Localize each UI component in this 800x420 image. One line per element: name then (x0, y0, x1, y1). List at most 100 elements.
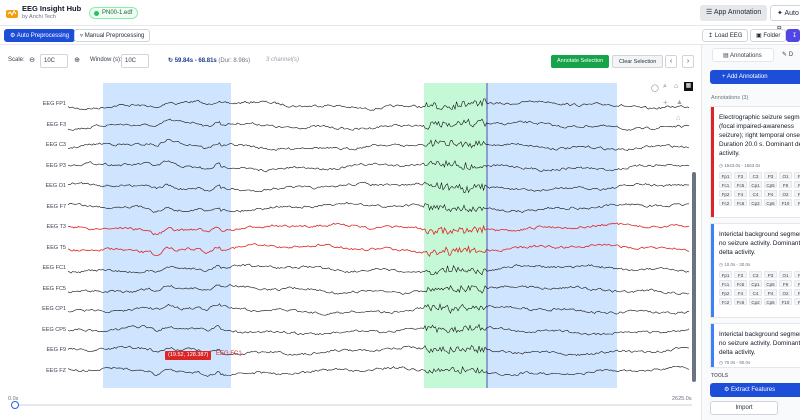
folder-button[interactable]: ▣ Folder (750, 29, 787, 42)
annotation-text: Interictal background segment; no seizur… (719, 331, 800, 356)
channel-chip: F9 (779, 280, 792, 287)
annotation-card[interactable]: Interictal background segment; no seizur… (710, 223, 800, 318)
channel-label: EEG C3 (45, 142, 66, 148)
eeg-plot[interactable]: EEG FP1 EEG F3 EEG C3 EEG P3 EEG O1 EEG F7 EEG… (0, 78, 700, 388)
channel-chip: O2 (779, 190, 792, 197)
clear-selection-button[interactable]: Clear Selection (612, 55, 664, 68)
channel-label: EEG O1 (45, 183, 66, 189)
manual-preprocessing-button[interactable]: ▿ Manual Preprocessing (74, 29, 151, 42)
status-dot-icon (94, 10, 99, 16)
timeline-thumb[interactable] (11, 401, 19, 409)
channel-chip: Fc1 (719, 181, 732, 188)
channel-chip: F9 (779, 181, 792, 188)
eeg-trace[interactable] (67, 202, 690, 213)
channel-chip: Fz (794, 280, 800, 287)
annotation-text: Interictal background segment; no seizur… (719, 231, 800, 256)
file-badge[interactable]: PN00-1.edf (89, 7, 139, 19)
eeg-trace[interactable] (67, 323, 690, 336)
channel-chip: Cp5 (764, 181, 777, 188)
annotation-card[interactable]: Interictal background segment; no seizur… (710, 323, 800, 368)
selection-region-blue-2[interactable] (486, 83, 617, 388)
app-annotation-button[interactable]: ☰ App Annotation (700, 5, 768, 21)
add-annotation-button[interactable]: + Add Annotation (710, 70, 800, 84)
zoom-icon[interactable]: ⌕ (663, 83, 667, 90)
eeg-trace[interactable] (68, 139, 690, 151)
eeg-trace[interactable] (67, 222, 690, 236)
channel-label: EEG FZ (46, 367, 66, 374)
window-input[interactable]: 10C (121, 54, 149, 68)
channel-chips: Fp1F3C3P3O1F7 Fc1Fc5Cp1Cp5F9Fz Fp2F4C4P4O2… (719, 172, 800, 206)
channel-chip: P4 (764, 190, 777, 197)
channel-label: EEG F9 (46, 347, 66, 353)
channel-chip: P3 (764, 271, 777, 278)
eeg-trace[interactable] (67, 284, 690, 295)
channel-chip: Fp1 (719, 172, 732, 179)
channel-chip: P3 (764, 172, 777, 179)
annotation-card[interactable]: Electrographic seizure segment (focal im… (710, 106, 800, 218)
eeg-trace[interactable] (67, 243, 690, 257)
channel-chip: O1 (779, 271, 792, 278)
zoom-in-icon[interactable]: ⊕ (74, 57, 80, 64)
eeg-trace[interactable] (67, 98, 690, 111)
eeg-trace[interactable] (67, 159, 690, 173)
file-name: PN00-1.edf (102, 10, 133, 16)
timeline-track[interactable] (12, 404, 692, 406)
scale-input[interactable]: 10C (40, 54, 68, 68)
auto-preprocessing-button[interactable]: ⚙ Auto Preprocessing (4, 29, 76, 42)
channel-chip: Fp1 (719, 271, 732, 278)
eeg-trace[interactable] (67, 303, 690, 316)
channel-label: EEG F7 (46, 203, 66, 210)
home-icon[interactable]: ⌂ (676, 115, 681, 122)
channel-chip: Fp2 (719, 190, 732, 197)
eeg-trace[interactable] (67, 345, 690, 356)
eeg-trace[interactable] (67, 365, 690, 377)
channel-chip: Fc5 (734, 181, 747, 188)
eeg-trace[interactable] (67, 263, 690, 276)
eeg-trace[interactable] (67, 181, 690, 194)
app-title: EEG Insight Hub (22, 4, 82, 13)
channel-chip: Fc6 (734, 298, 747, 305)
import-button[interactable]: Import (710, 401, 778, 415)
zoom-out-icon[interactable]: ⊖ (29, 57, 35, 64)
annotate-selection-button[interactable]: Annotate Selection (551, 55, 610, 68)
channel-chip: Pz (794, 199, 800, 206)
plot-scrollbar[interactable] (692, 172, 696, 382)
app-subtitle: by Anchi Tech (22, 14, 56, 20)
severity-bar (711, 324, 714, 367)
download-button[interactable]: ↧ (786, 29, 800, 42)
eeg-plot-canvas[interactable] (0, 78, 700, 388)
channel-chip: Cp6 (764, 298, 777, 305)
tab-other[interactable]: ✎ D (782, 52, 794, 58)
prev-page-icon[interactable]: ‹ (665, 55, 677, 68)
channel-label: EEG FP1 (42, 101, 66, 107)
app-logo-icon (6, 10, 18, 18)
viewer-controls: Scale: ⊖ 10C ⊕ Window (s): 10C ↻ 59.84s … (0, 47, 700, 77)
channel-chip: F8 (794, 190, 800, 197)
channel-chip: Fp2 (719, 289, 732, 296)
tab-annotations[interactable]: ▤ Annotations (712, 48, 774, 62)
annotations-panel: ▤ Annotations ✎ D + Add Annotation Annot… (701, 45, 800, 420)
selection-region-blue-1[interactable] (103, 83, 231, 388)
reset-icon[interactable]: ⌂ (674, 83, 679, 90)
channel-label: EEG FC1 (42, 265, 66, 271)
selection-range: ↻ 59.84s - 68.81s (Dur: 8.98s) (168, 58, 251, 64)
next-page-icon[interactable]: › (682, 55, 694, 68)
plus-icon[interactable]: + (663, 98, 668, 107)
channel-chip: Pz (794, 298, 800, 305)
app-header: EEG Insight Hub by Anchi Tech PN00-1.edf… (0, 0, 800, 33)
timeline-end: 2625.0s (672, 396, 692, 402)
extract-features-button[interactable]: ⚙ Extract Features (710, 383, 800, 397)
channel-chip: C4 (749, 289, 762, 296)
pan-icon[interactable]: ▲ (676, 99, 683, 106)
load-eeg-button[interactable]: ↥ Load EEG (702, 29, 749, 42)
camera-icon[interactable]: ◯ (651, 85, 659, 92)
selection-region-green[interactable] (424, 83, 486, 388)
eeg-trace[interactable] (67, 118, 690, 131)
channel-chip: Cp5 (764, 280, 777, 287)
channel-chip: Cp1 (749, 280, 762, 287)
channel-chip: Fz (794, 181, 800, 188)
channel-chip: C4 (749, 190, 762, 197)
plot-logo-icon[interactable]: ▦ (684, 82, 693, 91)
auto-mode-button[interactable]: ✦ Auto P (770, 5, 800, 33)
channel-chip: F4 (734, 289, 747, 296)
